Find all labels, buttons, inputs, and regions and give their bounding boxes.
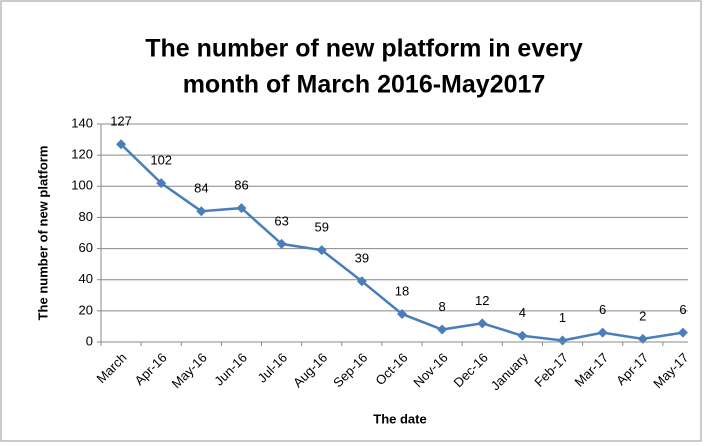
data-label: 8 xyxy=(439,299,446,314)
point xyxy=(276,238,287,249)
point xyxy=(477,318,488,329)
y-tick-label: 20 xyxy=(79,302,93,317)
data-label: 4 xyxy=(519,305,526,320)
data-label: 39 xyxy=(355,251,369,266)
data-label: 6 xyxy=(599,302,606,317)
point xyxy=(637,333,648,344)
y-tick-label: 140 xyxy=(71,115,93,130)
point xyxy=(196,206,207,217)
data-label: 84 xyxy=(194,181,208,196)
point xyxy=(316,245,327,256)
data-label: 1 xyxy=(559,310,566,325)
point xyxy=(356,276,367,287)
y-axis-title: The number of new platform xyxy=(35,146,50,321)
data-label: 6 xyxy=(679,302,686,317)
data-label: 102 xyxy=(150,153,172,168)
y-tick-label: 120 xyxy=(71,147,93,162)
y-tick-label: 100 xyxy=(71,178,93,193)
chart-title-line: The number of new platform in every xyxy=(145,35,583,63)
data-label: 18 xyxy=(395,283,409,298)
point xyxy=(517,330,528,341)
data-label: 127 xyxy=(110,114,132,129)
chart-title-line: month of March 2016-May2017 xyxy=(183,71,546,99)
point xyxy=(677,327,688,338)
data-label: 59 xyxy=(314,220,328,235)
point xyxy=(116,139,127,150)
y-tick-label: 60 xyxy=(79,240,93,255)
point xyxy=(397,308,407,319)
point xyxy=(557,335,568,346)
data-label: 86 xyxy=(234,178,248,193)
y-tick-label: 0 xyxy=(86,333,93,348)
x-axis-title: The date xyxy=(373,411,426,426)
point xyxy=(236,203,247,214)
data-label: 12 xyxy=(475,293,489,308)
y-tick-label: 40 xyxy=(79,271,93,286)
data-label: 63 xyxy=(274,213,288,228)
data-label: 2 xyxy=(639,308,646,323)
point xyxy=(437,324,448,335)
point xyxy=(597,327,608,338)
point xyxy=(156,178,167,189)
y-tick-label: 80 xyxy=(79,209,93,224)
